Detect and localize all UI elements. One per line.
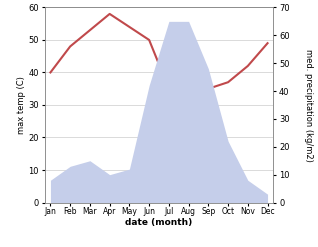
Y-axis label: max temp (C): max temp (C) <box>17 76 25 134</box>
Y-axis label: med. precipitation (kg/m2): med. precipitation (kg/m2) <box>304 49 313 161</box>
X-axis label: date (month): date (month) <box>125 219 193 227</box>
